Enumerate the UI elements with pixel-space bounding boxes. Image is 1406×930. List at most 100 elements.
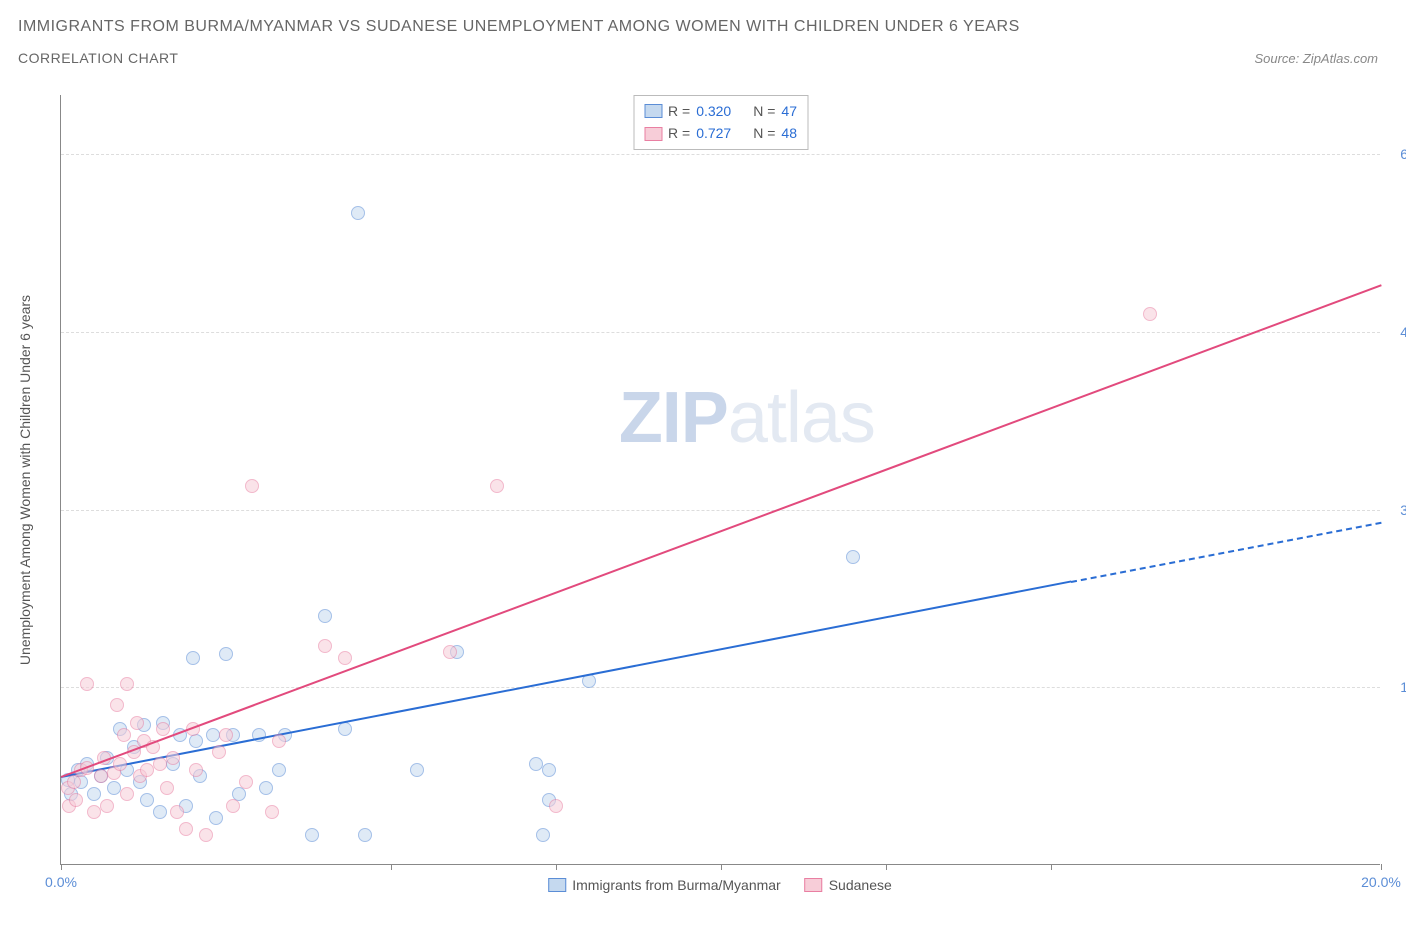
stat-n-label: N = [753,100,775,122]
legend-swatch [548,878,566,892]
data-point [170,805,184,819]
watermark: ZIPatlas [619,377,875,459]
data-point [199,828,213,842]
plot-box: ZIPatlas R = 0.320N = 47R = 0.727N = 48 … [60,95,1380,865]
data-point [80,677,94,691]
watermark-rest: atlas [728,378,875,458]
gridline-h [61,332,1380,333]
data-point [219,728,233,742]
data-point [318,609,332,623]
data-point [140,763,154,777]
data-point [160,781,174,795]
data-point [140,793,154,807]
data-point [186,651,200,665]
y-tick-label: 15.0% [1385,679,1406,695]
data-point [100,799,114,813]
x-tick [721,864,722,870]
x-tick-label: 0.0% [45,874,77,890]
data-point [166,751,180,765]
data-point [549,799,563,813]
legend-stat-row: R = 0.320 N = 47 [644,100,797,122]
legend-swatch [644,104,662,118]
x-tick [391,864,392,870]
legend-item: Sudanese [805,877,892,893]
data-point [130,716,144,730]
chart-title: IMMIGRANTS FROM BURMA/MYANMAR VS SUDANES… [18,18,1406,36]
chart-subtitle: CORRELATION CHART [18,50,178,66]
data-point [358,828,372,842]
x-tick [556,864,557,870]
stat-r-label: R = [668,100,690,122]
data-point [226,799,240,813]
correlation-legend: R = 0.320 N = 47 R = 0.727 N = 48 [633,95,808,150]
data-point [69,793,83,807]
data-point [206,728,220,742]
data-point [536,828,550,842]
x-tick [1381,864,1382,870]
header-block: IMMIGRANTS FROM BURMA/MYANMAR VS SUDANES… [0,0,1406,66]
stat-r-value: 0.320 [696,100,731,122]
legend-swatch [805,878,823,892]
y-tick-label: 30.0% [1385,502,1406,518]
data-point [846,550,860,564]
stat-r-label: R = [668,122,690,144]
y-axis-title: Unemployment Among Women with Children U… [17,295,33,665]
data-point [443,645,457,659]
data-point [529,757,543,771]
stat-r-value: 0.727 [696,122,731,144]
data-point [209,811,223,825]
data-point [351,206,365,220]
stat-n-label: N = [753,122,775,144]
x-tick [1051,864,1052,870]
data-point [490,479,504,493]
x-tick [61,864,62,870]
data-point [318,639,332,653]
trend-line [61,285,1382,778]
data-point [338,651,352,665]
data-point [212,745,226,759]
data-point [110,698,124,712]
stat-n-value: 47 [781,100,797,122]
data-point [87,787,101,801]
data-point [265,805,279,819]
data-point [272,734,286,748]
legend-item: Immigrants from Burma/Myanmar [548,877,780,893]
watermark-bold: ZIP [619,378,728,458]
x-tick-label: 20.0% [1361,874,1401,890]
gridline-h [61,510,1380,511]
trend-line [1071,521,1382,582]
data-point [94,769,108,783]
data-point [153,757,167,771]
y-tick-label: 45.0% [1385,324,1406,340]
data-point [120,677,134,691]
series-legend: Immigrants from Burma/Myanmar Sudanese [548,877,892,893]
legend-swatch [644,127,662,141]
subtitle-row: CORRELATION CHART Source: ZipAtlas.com [18,50,1406,66]
data-point [542,763,556,777]
data-point [410,763,424,777]
data-point [107,781,121,795]
legend-label: Sudanese [829,877,892,893]
data-point [219,647,233,661]
data-point [245,479,259,493]
data-point [117,728,131,742]
gridline-h [61,687,1380,688]
data-point [305,828,319,842]
legend-stat-row: R = 0.727 N = 48 [644,122,797,144]
data-point [239,775,253,789]
data-point [113,757,127,771]
gridline-h [61,154,1380,155]
source-attribution: Source: ZipAtlas.com [1254,51,1378,66]
data-point [259,781,273,795]
data-point [156,722,170,736]
stat-n-value: 48 [781,122,797,144]
data-point [189,763,203,777]
chart-area: Unemployment Among Women with Children U… [60,95,1380,865]
data-point [120,787,134,801]
data-point [1143,307,1157,321]
y-tick-label: 60.0% [1385,146,1406,162]
x-tick [886,864,887,870]
data-point [272,763,286,777]
legend-label: Immigrants from Burma/Myanmar [572,877,780,893]
data-point [87,805,101,819]
